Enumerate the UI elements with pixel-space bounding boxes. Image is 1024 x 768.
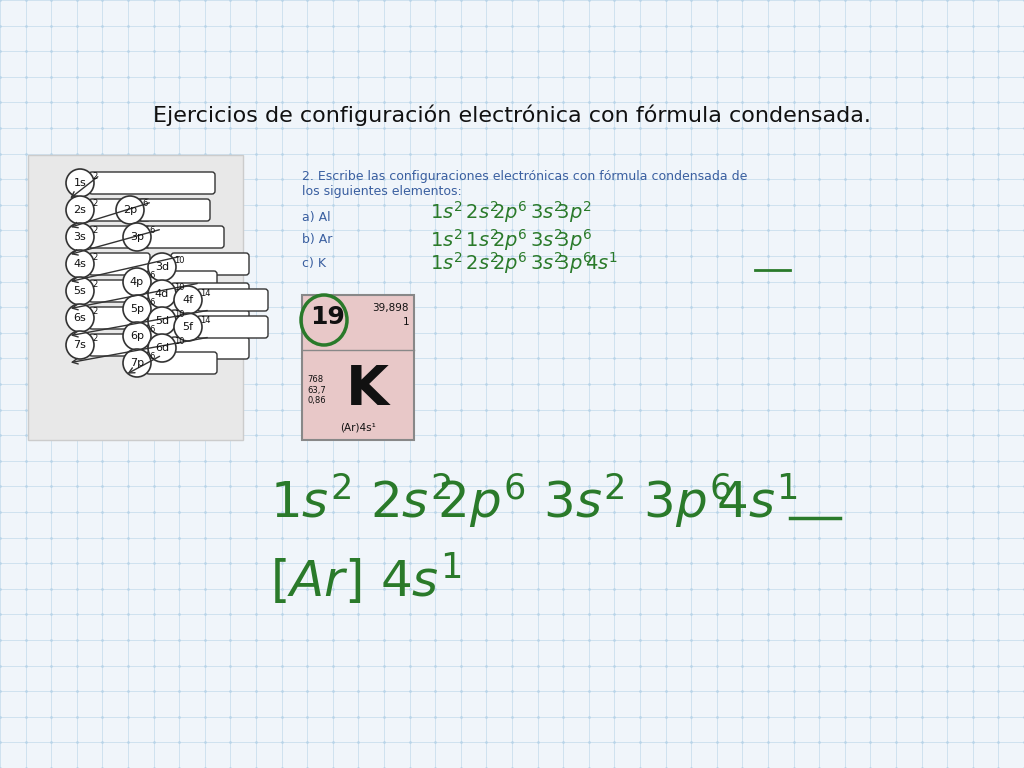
Circle shape bbox=[66, 250, 94, 278]
Text: 4f: 4f bbox=[182, 295, 194, 305]
FancyBboxPatch shape bbox=[171, 310, 249, 332]
FancyBboxPatch shape bbox=[146, 226, 224, 248]
Text: 10: 10 bbox=[174, 256, 184, 265]
FancyBboxPatch shape bbox=[302, 295, 414, 440]
Text: 6: 6 bbox=[150, 298, 155, 307]
FancyBboxPatch shape bbox=[89, 334, 150, 356]
Circle shape bbox=[148, 334, 176, 362]
Text: 2: 2 bbox=[92, 307, 97, 316]
Text: 10: 10 bbox=[174, 337, 184, 346]
Text: c) K: c) K bbox=[302, 257, 326, 270]
FancyBboxPatch shape bbox=[146, 298, 217, 320]
Text: 5p: 5p bbox=[130, 304, 144, 314]
Text: 2: 2 bbox=[92, 199, 97, 208]
FancyBboxPatch shape bbox=[146, 325, 217, 347]
Circle shape bbox=[123, 295, 151, 323]
Circle shape bbox=[66, 331, 94, 359]
Text: 6p: 6p bbox=[130, 331, 144, 341]
Text: 2: 2 bbox=[92, 334, 97, 343]
Circle shape bbox=[174, 313, 202, 341]
Circle shape bbox=[123, 223, 151, 251]
Text: 2: 2 bbox=[92, 280, 97, 289]
Text: $1s^2\ 2s^2\!\!2p^6\ 3s^2\ 3p^6\!\!4s^1$: $1s^2\ 2s^2\!\!2p^6\ 3s^2\ 3p^6\!\!4s^1$ bbox=[270, 471, 798, 529]
FancyBboxPatch shape bbox=[171, 253, 249, 275]
Text: Ejercicios de configuración electrónica con fórmula condensada.: Ejercicios de configuración electrónica … bbox=[153, 104, 871, 126]
Text: 2. Escribe las configuraciones electrónicas con fórmula condensada de
los siguie: 2. Escribe las configuraciones electróni… bbox=[302, 170, 748, 198]
Text: 6: 6 bbox=[150, 226, 155, 235]
Circle shape bbox=[66, 277, 94, 305]
FancyBboxPatch shape bbox=[139, 199, 210, 221]
FancyBboxPatch shape bbox=[89, 172, 215, 194]
Text: 4d: 4d bbox=[155, 289, 169, 299]
Text: K: K bbox=[345, 363, 388, 417]
FancyBboxPatch shape bbox=[89, 307, 150, 329]
FancyBboxPatch shape bbox=[171, 337, 249, 359]
Circle shape bbox=[116, 196, 144, 224]
Text: 6s: 6s bbox=[74, 313, 86, 323]
Text: 19: 19 bbox=[310, 305, 345, 329]
Text: 7p: 7p bbox=[130, 358, 144, 368]
FancyBboxPatch shape bbox=[89, 253, 150, 275]
Text: a) Al: a) Al bbox=[302, 211, 331, 224]
Text: 3d: 3d bbox=[155, 262, 169, 272]
Text: 6: 6 bbox=[142, 199, 147, 208]
Text: 6d: 6d bbox=[155, 343, 169, 353]
Circle shape bbox=[174, 286, 202, 314]
Text: 6: 6 bbox=[150, 325, 155, 334]
Text: 5f: 5f bbox=[182, 322, 194, 332]
Text: 5d: 5d bbox=[155, 316, 169, 326]
Circle shape bbox=[123, 322, 151, 350]
FancyBboxPatch shape bbox=[146, 352, 217, 374]
Text: 2s: 2s bbox=[74, 205, 86, 215]
Circle shape bbox=[148, 253, 176, 281]
Text: 10: 10 bbox=[174, 310, 184, 319]
FancyBboxPatch shape bbox=[171, 283, 249, 305]
FancyBboxPatch shape bbox=[89, 280, 150, 302]
Text: $1s^2\,2s^2\!\!2p^6\,3s^2\!\!3p^2$: $1s^2\,2s^2\!\!2p^6\,3s^2\!\!3p^2$ bbox=[430, 199, 592, 225]
FancyBboxPatch shape bbox=[89, 199, 150, 221]
Circle shape bbox=[66, 196, 94, 224]
FancyBboxPatch shape bbox=[146, 271, 217, 293]
Text: $1s^2\,1s^2\!\!2p^6\,3s^2\!\!3p^6$: $1s^2\,1s^2\!\!2p^6\,3s^2\!\!3p^6$ bbox=[430, 227, 592, 253]
Text: 10: 10 bbox=[174, 283, 184, 292]
FancyBboxPatch shape bbox=[89, 226, 150, 248]
Circle shape bbox=[123, 268, 151, 296]
Text: $1s^2\,2s^2\!\!2p^6\,3s^2\!\!3p^6\!\!4s^1$: $1s^2\,2s^2\!\!2p^6\,3s^2\!\!3p^6\!\!4s^… bbox=[430, 250, 618, 276]
Text: b) Ar: b) Ar bbox=[302, 233, 333, 247]
Text: 1s: 1s bbox=[74, 178, 86, 188]
FancyBboxPatch shape bbox=[197, 316, 268, 338]
Text: 14: 14 bbox=[200, 289, 211, 298]
Circle shape bbox=[148, 307, 176, 335]
FancyBboxPatch shape bbox=[197, 289, 268, 311]
Text: (Ar)4s¹: (Ar)4s¹ bbox=[340, 422, 376, 432]
Text: 2: 2 bbox=[92, 253, 97, 262]
Circle shape bbox=[66, 304, 94, 332]
Text: 39,898: 39,898 bbox=[373, 303, 409, 313]
Text: 6: 6 bbox=[150, 271, 155, 280]
Circle shape bbox=[66, 223, 94, 251]
Circle shape bbox=[66, 169, 94, 197]
Text: 14: 14 bbox=[200, 316, 211, 325]
FancyBboxPatch shape bbox=[28, 155, 243, 440]
Text: 4s: 4s bbox=[74, 259, 86, 269]
Text: 1: 1 bbox=[402, 317, 409, 327]
Text: 2p: 2p bbox=[123, 205, 137, 215]
Text: 768
63,7
0,86: 768 63,7 0,86 bbox=[307, 375, 326, 405]
Circle shape bbox=[123, 349, 151, 377]
Text: 7s: 7s bbox=[74, 340, 86, 350]
Text: 2: 2 bbox=[92, 172, 97, 181]
Text: 3s: 3s bbox=[74, 232, 86, 242]
Text: 5s: 5s bbox=[74, 286, 86, 296]
Text: 2: 2 bbox=[92, 226, 97, 235]
Text: 3p: 3p bbox=[130, 232, 144, 242]
Text: 4p: 4p bbox=[130, 277, 144, 287]
Circle shape bbox=[148, 280, 176, 308]
Text: $[Ar]\ 4s^1$: $[Ar]\ 4s^1$ bbox=[270, 551, 462, 608]
Text: 6: 6 bbox=[150, 352, 155, 361]
